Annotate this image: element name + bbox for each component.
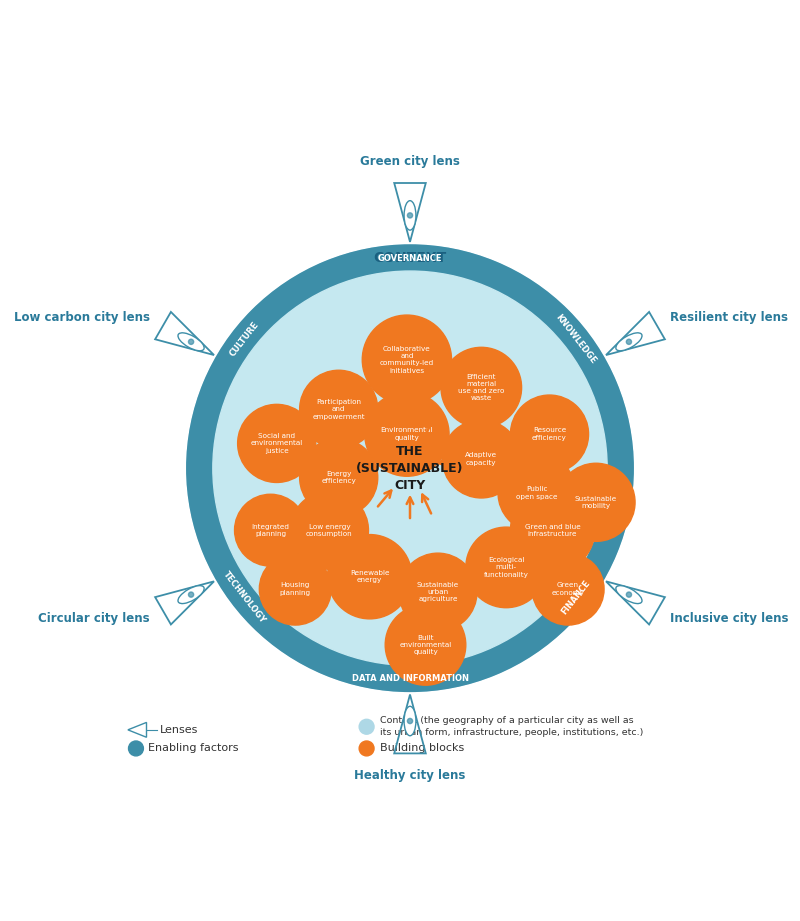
Text: FINANCE: FINANCE	[559, 578, 592, 616]
Text: Low energy
consumption: Low energy consumption	[306, 523, 353, 537]
Circle shape	[359, 719, 374, 734]
Circle shape	[441, 347, 522, 428]
Ellipse shape	[404, 706, 416, 736]
Text: Renewable
energy: Renewable energy	[350, 570, 390, 583]
Text: CONTEXT: CONTEXT	[374, 251, 446, 265]
Text: Efficient
material
use and zero
waste: Efficient material use and zero waste	[458, 374, 505, 402]
Circle shape	[189, 339, 194, 344]
Text: Integrated
planning: Integrated planning	[251, 523, 290, 537]
Text: Built
environmental
quality: Built environmental quality	[399, 635, 452, 655]
Text: Sustainable
urban
agriculture: Sustainable urban agriculture	[417, 582, 459, 602]
Circle shape	[213, 271, 607, 665]
Text: Lenses: Lenses	[159, 725, 198, 735]
Text: CULTURE: CULTURE	[228, 320, 261, 358]
Text: Public
open space: Public open space	[516, 486, 558, 499]
Circle shape	[399, 554, 477, 631]
Circle shape	[532, 554, 604, 625]
Text: Healthy city lens: Healthy city lens	[354, 769, 466, 782]
Circle shape	[510, 488, 594, 572]
Circle shape	[466, 527, 546, 608]
Text: Energy
efficiency: Energy efficiency	[322, 471, 356, 484]
Ellipse shape	[178, 332, 204, 351]
Text: Collaborative
and
community-led
initiatives: Collaborative and community-led initiati…	[380, 345, 434, 374]
Text: TECHNOLOGY: TECHNOLOGY	[222, 570, 267, 625]
Ellipse shape	[616, 332, 642, 351]
Circle shape	[186, 245, 634, 692]
Circle shape	[300, 370, 378, 449]
Text: KNOWLEDGE: KNOWLEDGE	[554, 312, 598, 366]
Ellipse shape	[616, 586, 642, 603]
Circle shape	[626, 592, 631, 597]
Circle shape	[407, 718, 413, 724]
Circle shape	[189, 592, 194, 597]
Text: GOVERNANCE: GOVERNANCE	[378, 253, 442, 262]
Text: Adaptive
capacity: Adaptive capacity	[466, 452, 498, 465]
Circle shape	[365, 392, 449, 476]
Text: THE
(SUSTAINABLE)
CITY: THE (SUSTAINABLE) CITY	[356, 445, 464, 492]
Circle shape	[300, 438, 378, 517]
Circle shape	[407, 213, 413, 218]
Circle shape	[442, 420, 520, 498]
Text: Green and blue
infrastructure: Green and blue infrastructure	[525, 523, 581, 537]
Text: Context (the geography of a particular city as well as
its urban form, infrastru: Context (the geography of a particular c…	[380, 717, 644, 737]
Text: Building blocks: Building blocks	[380, 743, 465, 753]
Text: Housing
planning: Housing planning	[280, 582, 311, 596]
Circle shape	[626, 339, 631, 344]
Text: Inclusive city lens: Inclusive city lens	[670, 612, 789, 625]
Text: Low carbon city lens: Low carbon city lens	[14, 311, 150, 324]
Text: Ecological
multi-
functionality: Ecological multi- functionality	[484, 557, 529, 577]
Circle shape	[234, 495, 306, 566]
Text: Circular city lens: Circular city lens	[38, 612, 150, 625]
Circle shape	[510, 395, 589, 473]
Circle shape	[386, 604, 466, 685]
Circle shape	[557, 463, 635, 542]
Text: Social and
environmental
justice: Social and environmental justice	[250, 433, 303, 454]
Text: Resource
efficiency: Resource efficiency	[532, 427, 567, 441]
Text: Participation
and
empowerment: Participation and empowerment	[312, 399, 365, 420]
Ellipse shape	[404, 201, 416, 230]
Ellipse shape	[178, 586, 204, 603]
Text: Green city lens: Green city lens	[360, 155, 460, 168]
Circle shape	[129, 741, 143, 756]
Text: Green
economy: Green economy	[552, 582, 585, 596]
Text: Sustainable
mobility: Sustainable mobility	[575, 495, 617, 509]
Circle shape	[498, 454, 576, 532]
Circle shape	[290, 491, 369, 569]
Text: DATA AND INFORMATION: DATA AND INFORMATION	[351, 674, 469, 682]
Circle shape	[238, 404, 316, 483]
Text: Environmental
quality: Environmental quality	[381, 427, 433, 441]
Text: Resilient city lens: Resilient city lens	[670, 311, 789, 324]
Circle shape	[327, 534, 412, 619]
Text: Enabling factors: Enabling factors	[148, 743, 239, 753]
Circle shape	[259, 554, 331, 625]
Circle shape	[359, 741, 374, 756]
Circle shape	[362, 315, 451, 404]
